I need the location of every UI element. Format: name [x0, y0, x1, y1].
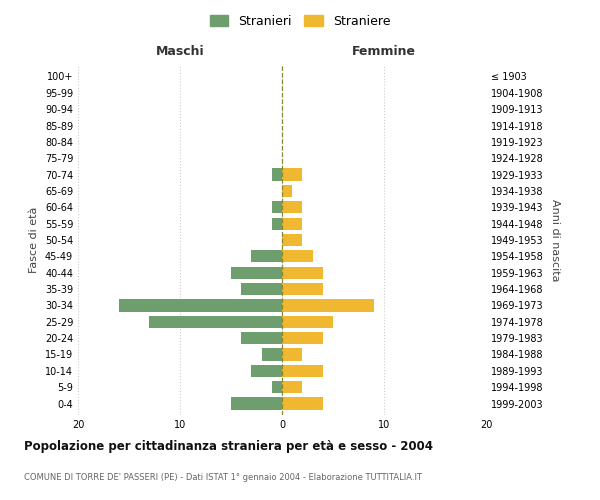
Text: Maschi: Maschi: [155, 46, 205, 59]
Bar: [282, 266, 323, 279]
Legend: Stranieri, Straniere: Stranieri, Straniere: [206, 11, 394, 32]
Text: COMUNE DI TORRE DE' PASSERI (PE) - Dati ISTAT 1° gennaio 2004 - Elaborazione TUT: COMUNE DI TORRE DE' PASSERI (PE) - Dati …: [24, 473, 422, 482]
Bar: [282, 348, 302, 360]
Bar: [231, 266, 282, 279]
Bar: [272, 218, 282, 230]
Bar: [282, 201, 302, 213]
Bar: [241, 283, 282, 295]
Bar: [282, 250, 313, 262]
Bar: [272, 381, 282, 394]
Bar: [282, 234, 302, 246]
Bar: [282, 381, 302, 394]
Text: Femmine: Femmine: [352, 46, 416, 59]
Bar: [282, 332, 323, 344]
Bar: [149, 316, 282, 328]
Bar: [282, 185, 292, 197]
Bar: [262, 348, 282, 360]
Bar: [231, 398, 282, 409]
Text: Popolazione per cittadinanza straniera per età e sesso - 2004: Popolazione per cittadinanza straniera p…: [24, 440, 433, 453]
Y-axis label: Fasce di età: Fasce di età: [29, 207, 39, 273]
Bar: [282, 218, 302, 230]
Bar: [251, 250, 282, 262]
Bar: [282, 316, 333, 328]
Bar: [119, 300, 282, 312]
Bar: [282, 168, 302, 180]
Bar: [251, 364, 282, 377]
Bar: [241, 332, 282, 344]
Bar: [282, 283, 323, 295]
Bar: [282, 300, 374, 312]
Y-axis label: Anni di nascita: Anni di nascita: [550, 198, 560, 281]
Bar: [272, 168, 282, 180]
Bar: [282, 364, 323, 377]
Bar: [272, 201, 282, 213]
Bar: [282, 398, 323, 409]
